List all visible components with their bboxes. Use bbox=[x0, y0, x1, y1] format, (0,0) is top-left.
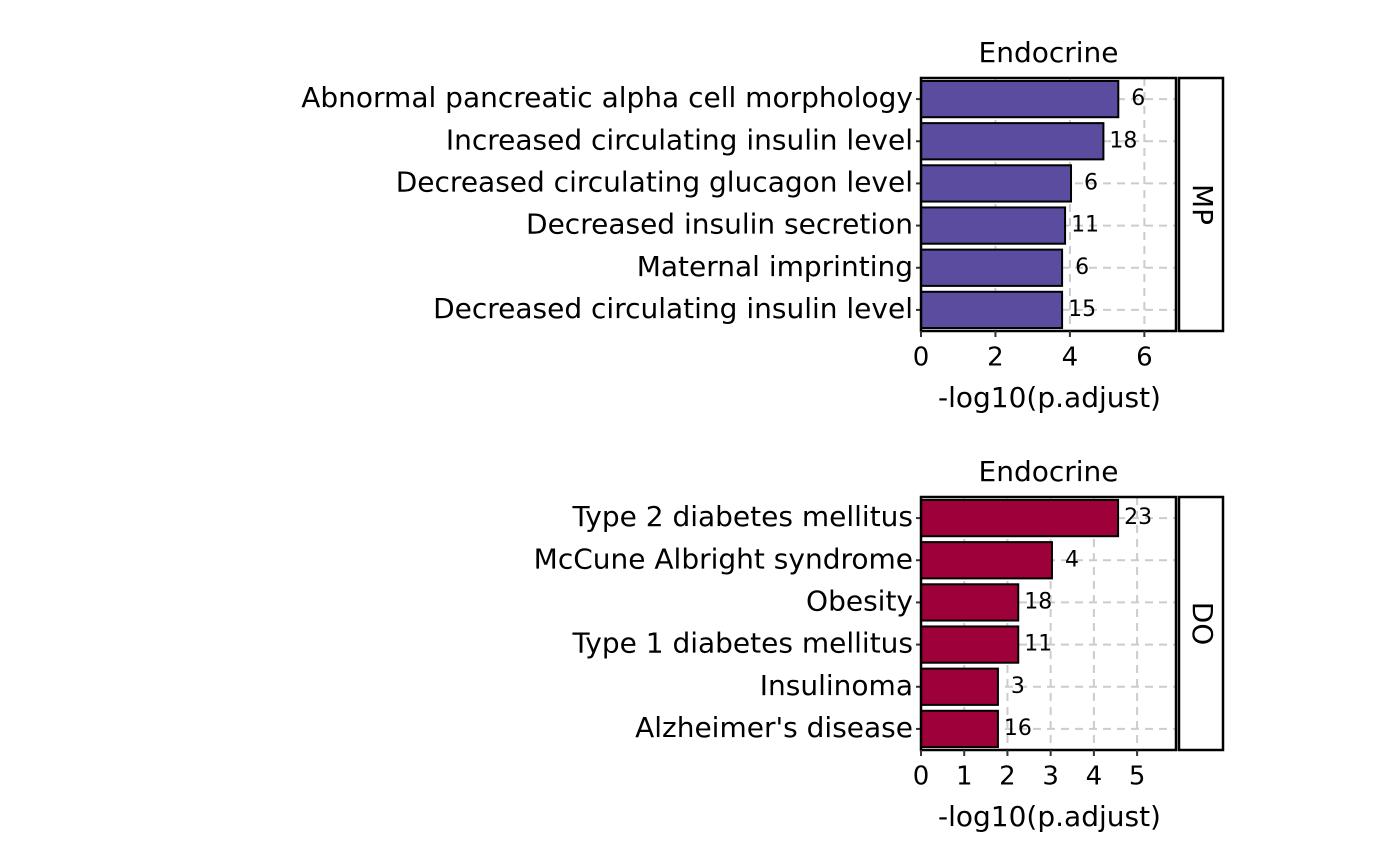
x-tick-label: 0 bbox=[913, 343, 930, 373]
y-tick-label: Maternal imprinting bbox=[637, 250, 913, 283]
bar bbox=[920, 667, 999, 706]
count-label: 3 bbox=[1011, 674, 1025, 699]
bar bbox=[920, 583, 1020, 622]
count-label: 23 bbox=[1124, 505, 1152, 530]
count-label: 15 bbox=[1068, 297, 1096, 322]
panel-background bbox=[921, 78, 1176, 331]
bar bbox=[920, 625, 1020, 664]
count-label: 6 bbox=[1131, 86, 1145, 111]
count-label: 16 bbox=[1004, 716, 1032, 741]
facet-title: Endocrine bbox=[979, 36, 1119, 69]
x-tick-label: 1 bbox=[956, 762, 973, 792]
facet-strip bbox=[1177, 76, 1225, 333]
count-label: 11 bbox=[1071, 213, 1099, 238]
x-tick-label: 3 bbox=[1042, 762, 1059, 792]
facet-label: MP bbox=[1186, 184, 1219, 225]
x-tick-label: 0 bbox=[913, 762, 930, 792]
y-tick-label: Decreased circulating glucagon level bbox=[396, 165, 913, 198]
bar bbox=[920, 248, 1064, 287]
facet-title: Endocrine bbox=[979, 455, 1119, 488]
count-label: 6 bbox=[1084, 170, 1098, 195]
y-tick-label: Abnormal pancreatic alpha cell morpholog… bbox=[301, 81, 913, 114]
y-tick-label: Type 2 diabetes mellitus bbox=[572, 500, 913, 533]
y-tick-label: Decreased circulating insulin level bbox=[433, 292, 913, 325]
x-tick-label: 6 bbox=[1136, 343, 1153, 373]
panel-border bbox=[919, 495, 1178, 752]
x-tick-label: 2 bbox=[987, 343, 1004, 373]
bar bbox=[920, 290, 1064, 330]
y-tick-label: Type 1 diabetes mellitus bbox=[572, 627, 913, 660]
count-label: 4 bbox=[1065, 547, 1079, 572]
count-label: 18 bbox=[1024, 589, 1052, 614]
y-tick-label: Insulinoma bbox=[760, 669, 913, 702]
x-axis-title: -log10(p.adjust) bbox=[938, 381, 1161, 414]
y-tick-label: Decreased insulin secretion bbox=[526, 208, 913, 241]
x-axis-title: -log10(p.adjust) bbox=[938, 800, 1161, 833]
y-tick-label: Obesity bbox=[806, 584, 913, 617]
facet-strip bbox=[1177, 495, 1225, 752]
facet-label: DO bbox=[1186, 602, 1219, 646]
bar bbox=[920, 164, 1073, 203]
bar bbox=[920, 709, 999, 749]
x-tick-label: 4 bbox=[1062, 343, 1079, 373]
bar bbox=[920, 79, 1120, 119]
panel-border bbox=[919, 76, 1178, 333]
y-tick-label: Alzheimer's disease bbox=[635, 711, 913, 744]
bar bbox=[920, 541, 1053, 580]
count-label: 11 bbox=[1024, 632, 1052, 657]
x-tick-label: 4 bbox=[1086, 762, 1103, 792]
x-tick-label: 5 bbox=[1129, 762, 1146, 792]
bar bbox=[920, 122, 1105, 161]
count-label: 6 bbox=[1075, 255, 1089, 280]
count-label: 18 bbox=[1109, 128, 1137, 153]
bar bbox=[920, 498, 1120, 538]
bar bbox=[920, 206, 1067, 245]
x-tick-label: 2 bbox=[999, 762, 1016, 792]
y-tick-label: Increased circulating insulin level bbox=[446, 123, 913, 156]
y-tick-label: McCune Albright syndrome bbox=[534, 542, 913, 575]
